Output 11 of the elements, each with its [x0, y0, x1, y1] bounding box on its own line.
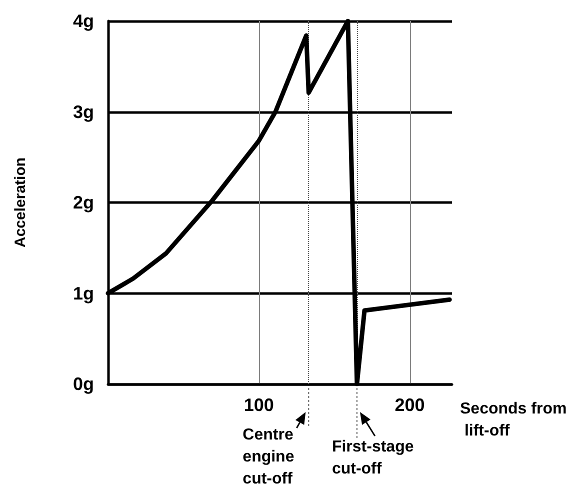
y-tick-label: 4g [72, 11, 94, 31]
x-tick-label: 200 [394, 395, 425, 415]
y-tick-label: 0g [72, 374, 94, 394]
y-axis-title: Acceleration [12, 157, 29, 248]
x-tick-label: 100 [244, 395, 274, 415]
ref-line-label: Centre engine cut-off [242, 426, 299, 488]
ref-line-label: First-stage cut-off [332, 438, 418, 478]
y-tick-label: 1g [72, 283, 94, 304]
y-tick-label: 2g [72, 192, 94, 212]
x-axis-title: Seconds from lift-off [460, 400, 567, 440]
y-tick-label: 3g [72, 102, 94, 122]
